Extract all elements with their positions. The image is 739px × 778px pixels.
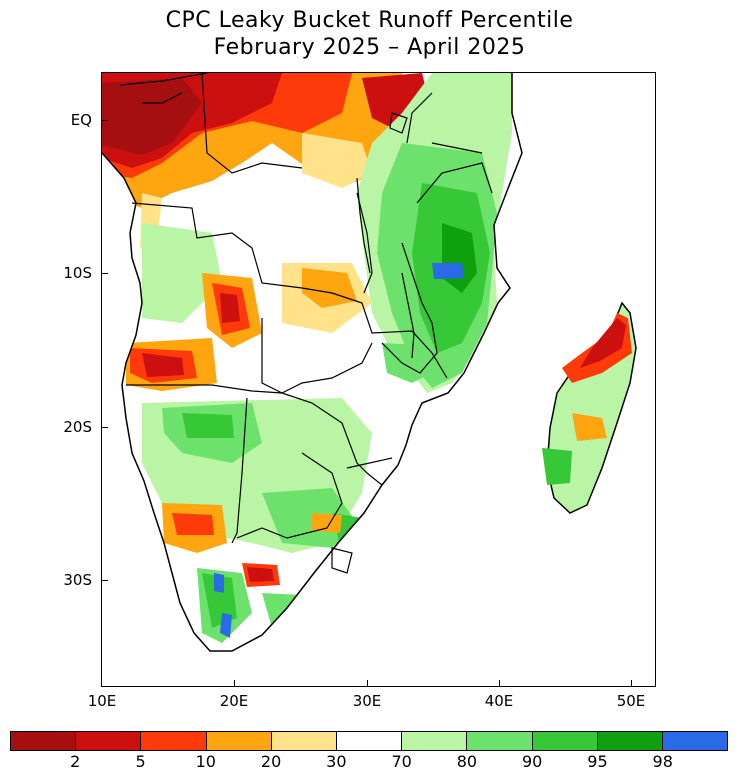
lat-tick bbox=[101, 580, 108, 581]
legend-label: 30 bbox=[326, 752, 347, 771]
lat-tick bbox=[101, 273, 108, 274]
lat-tick bbox=[101, 427, 108, 428]
lon-label-20e: 20E bbox=[219, 692, 249, 710]
map-title-line-2: February 2025 – April 2025 bbox=[213, 35, 526, 60]
legend-label: 95 bbox=[587, 752, 608, 771]
legend-label: 5 bbox=[135, 752, 146, 771]
lat-label-10s: 10S bbox=[63, 264, 92, 282]
legend-label: 10 bbox=[195, 752, 216, 771]
lon-label-40e: 40E bbox=[484, 692, 514, 710]
coastline bbox=[102, 73, 523, 652]
legend-swatch bbox=[532, 732, 598, 750]
legend-label: 70 bbox=[391, 752, 412, 771]
lat-label-30s: 30S bbox=[63, 571, 92, 589]
lon-tick bbox=[499, 680, 500, 687]
lon-label-50e: 50E bbox=[616, 692, 646, 710]
legend-label: 20 bbox=[260, 752, 282, 771]
legend-swatch bbox=[11, 732, 77, 750]
lon-label-10e: 10E bbox=[87, 692, 117, 710]
color-legend bbox=[10, 731, 728, 751]
lat-tick bbox=[101, 120, 108, 121]
country-borders bbox=[119, 73, 493, 544]
legend-swatch bbox=[76, 732, 142, 750]
map-title-line-1: CPC Leaky Bucket Runoff Percentile bbox=[165, 8, 574, 33]
runoff-map bbox=[102, 73, 637, 652]
legend-label: 98 bbox=[652, 752, 673, 771]
legend-swatch bbox=[141, 732, 207, 750]
lon-tick bbox=[367, 680, 368, 687]
legend-swatch bbox=[271, 732, 337, 750]
legend-swatch bbox=[206, 732, 272, 750]
lat-label-eq: EQ bbox=[70, 111, 92, 129]
legend-swatch bbox=[402, 732, 468, 750]
legend-label: 90 bbox=[521, 752, 543, 771]
lon-tick bbox=[234, 680, 235, 687]
map-frame bbox=[101, 72, 656, 687]
legend-swatch bbox=[662, 732, 728, 750]
legend-label: 2 bbox=[70, 752, 81, 771]
runoff-shading bbox=[102, 73, 512, 643]
legend-swatch bbox=[336, 732, 403, 750]
lat-label-20s: 20S bbox=[63, 418, 92, 436]
lon-tick bbox=[631, 680, 632, 687]
legend-label: 80 bbox=[456, 752, 478, 771]
legend-swatch bbox=[467, 732, 533, 750]
lon-label-30e: 30E bbox=[352, 692, 382, 710]
great-lakes bbox=[331, 112, 415, 574]
legend-swatch bbox=[597, 732, 663, 750]
